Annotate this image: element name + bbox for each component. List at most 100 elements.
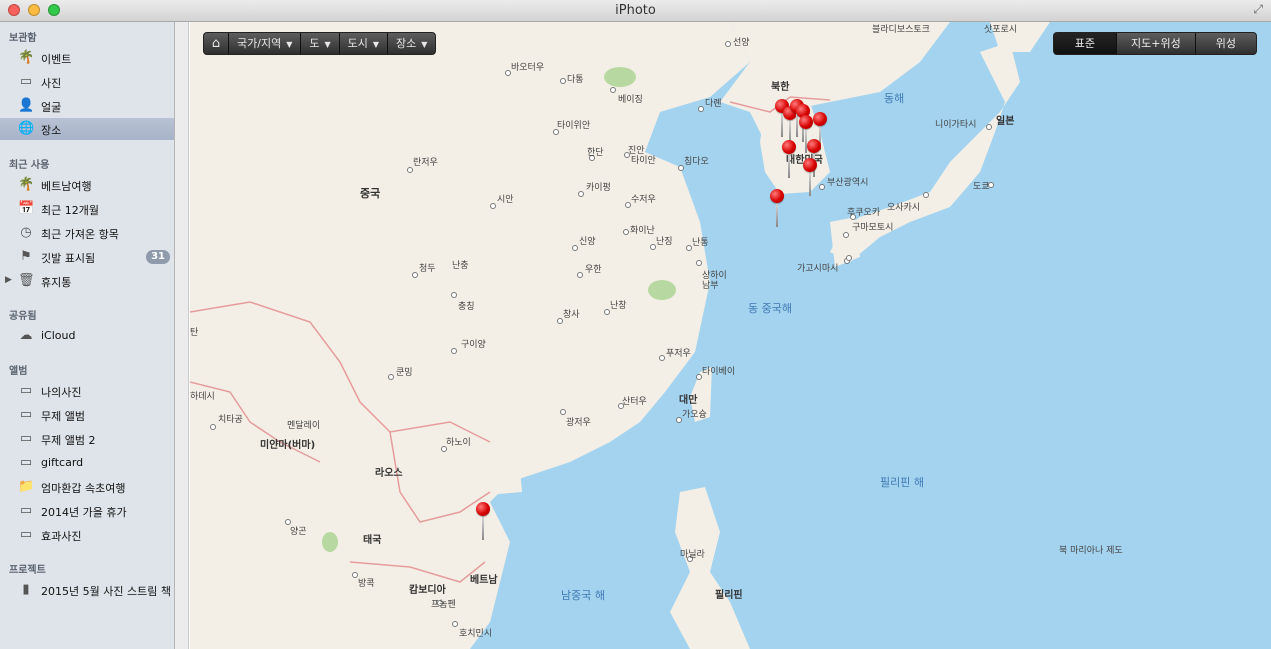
photo-location-pin[interactable]: [770, 189, 784, 229]
sidebar-item-icloud[interactable]: ☁ iCloud: [0, 325, 174, 347]
zoom-window-button[interactable]: [48, 4, 60, 16]
map-label: 치타공: [218, 415, 243, 425]
album-icon: ▭: [19, 383, 33, 398]
sidebar-item-label: 무제 앨범: [41, 410, 85, 423]
home-button[interactable]: ⌂: [204, 33, 228, 54]
map-type-hybrid[interactable]: 지도+위성: [1116, 33, 1195, 54]
border-line: [389, 431, 491, 523]
sidebar-item-album[interactable]: ▭ giftcard: [0, 452, 174, 474]
map-label: 가오슝: [682, 410, 707, 420]
sidebar-item-project[interactable]: ▮ 2015년 5월 사진 스트림 책: [0, 579, 174, 601]
map-label: 화이난: [630, 226, 655, 236]
map-label: 타이위안: [557, 121, 591, 131]
cloud-icon: ☁: [19, 328, 33, 343]
album-icon: ▭: [19, 407, 33, 422]
window-title: iPhoto: [615, 3, 656, 18]
land-hainan: [495, 470, 522, 494]
photo-location-pin[interactable]: [799, 115, 813, 155]
map-label: 한단: [587, 148, 604, 158]
minimize-window-button[interactable]: [28, 4, 40, 16]
city-marker: [687, 556, 693, 562]
photo-icon: ▭: [19, 74, 33, 89]
map-label: 타이안: [631, 156, 656, 166]
globe-icon: 🌐: [18, 121, 35, 136]
breadcrumb-city[interactable]: 도시 ▼: [338, 33, 387, 54]
map-label: 쿤밍: [396, 368, 413, 378]
sidebar-item-flagged[interactable]: ⚑ 깃발 표시됨 31: [0, 246, 174, 268]
map-label: 란저우: [413, 158, 438, 168]
sidebar-item-trash[interactable]: ▶ 🗑 휴지통: [0, 270, 174, 292]
sidebar-item-places[interactable]: 🌐 장소: [0, 118, 174, 140]
photo-location-pin[interactable]: [803, 158, 817, 198]
park-area: [604, 67, 636, 87]
sidebar-item-label: 2014년 가을 휴가: [41, 506, 127, 519]
photo-location-pin[interactable]: [782, 140, 796, 180]
sidebar: 보관함 🌴 이벤트 ▭ 사진 👤 얼굴 🌐 장소 최근 사용 🌴 베트남여행 📅 최근 12…: [0, 22, 175, 649]
library-header: 보관함: [9, 33, 37, 44]
land-mainland: [190, 22, 750, 649]
chevron-down-icon: ▼: [372, 40, 380, 49]
breadcrumb-country[interactable]: 국가/지역 ▼: [228, 33, 300, 54]
photo-location-pin[interactable]: [796, 104, 810, 144]
chevron-down-icon: ▼: [421, 40, 428, 49]
albums-header: 앨범: [9, 366, 28, 377]
sidebar-item-events[interactable]: 🌴 이벤트: [0, 47, 174, 69]
land-hokkaido: [990, 22, 1050, 52]
close-window-button[interactable]: [8, 4, 20, 16]
disclosure-triangle-icon[interactable]: ▶: [5, 275, 12, 285]
map-label: 신양: [579, 237, 596, 247]
folder-icon: 📁: [18, 479, 35, 494]
breadcrumb-province[interactable]: 도 ▼: [300, 33, 338, 54]
map-label: 난창: [610, 301, 627, 311]
city-marker: [285, 519, 291, 525]
city-marker: [572, 245, 578, 251]
map-label: 북한: [771, 82, 790, 93]
city-marker: [678, 165, 684, 171]
sidebar-scrollbar[interactable]: [175, 22, 189, 649]
fullscreen-icon[interactable]: ⤢: [1253, 2, 1263, 16]
map-label: 삿포로시: [984, 25, 1018, 35]
breadcrumb: ⌂ 국가/지역 ▼ 도 ▼ 도시 ▼ 장소 ▼: [203, 32, 437, 55]
shared-header: 공유됨: [9, 311, 37, 322]
map-label: 상하이: [702, 271, 727, 281]
sidebar-item-folder[interactable]: 📁 엄마환갑 속초여행: [0, 476, 174, 498]
sidebar-item-last-import[interactable]: ◷ 최근 가져온 항목: [0, 222, 174, 244]
sidebar-item-faces[interactable]: 👤 얼굴: [0, 95, 174, 117]
map-label: 산터우: [622, 397, 647, 407]
sidebar-item-album[interactable]: ▭ 무제 앨범: [0, 404, 174, 426]
title-bar: iPhoto ⤢: [0, 0, 1271, 22]
sidebar-item-album[interactable]: ▭ 나의사진: [0, 380, 174, 402]
sidebar-item-vietnam-trip[interactable]: 🌴 베트남여행: [0, 174, 174, 196]
map-label: 대만: [679, 395, 698, 406]
city-marker: [625, 202, 631, 208]
sidebar-item-label: 사진: [41, 77, 62, 90]
city-marker: [846, 255, 852, 261]
map-label: 하노이: [446, 438, 471, 448]
map-label: 난통: [692, 238, 709, 248]
city-marker: [412, 272, 418, 278]
map-label: 청두: [419, 264, 436, 274]
photo-location-pin[interactable]: [813, 112, 827, 152]
sidebar-item-album[interactable]: ▭ 무제 앨범 2: [0, 428, 174, 450]
map-label: 동해: [884, 92, 905, 105]
map-label: 난충: [452, 261, 469, 271]
sidebar-item-album[interactable]: ▭ 효과사진: [0, 524, 174, 546]
map-type-satellite[interactable]: 위성: [1194, 33, 1256, 54]
sidebar-item-last-12-months[interactable]: 📅 최근 12개월: [0, 198, 174, 220]
map-view[interactable]: ⌂ 국가/지역 ▼ 도 ▼ 도시 ▼ 장소 ▼ 표준 지도+위성 위성: [190, 22, 1271, 649]
map-label: 선양: [733, 38, 750, 48]
city-marker: [604, 309, 610, 315]
map-label: 미얀마(버마): [260, 440, 316, 451]
sidebar-item-album[interactable]: ▭ 2014년 가을 휴가: [0, 500, 174, 522]
map-label: 후쿠오카: [847, 208, 881, 218]
face-icon: 👤: [18, 98, 35, 113]
map-label: 구마모토시: [852, 223, 894, 233]
map-type-standard[interactable]: 표준: [1053, 33, 1117, 54]
city-marker: [437, 600, 443, 606]
sidebar-item-label: 최근 12개월: [41, 204, 99, 217]
sidebar-item-photos[interactable]: ▭ 사진: [0, 71, 174, 93]
map-label: 태국: [363, 535, 382, 546]
photo-location-pin[interactable]: [476, 502, 490, 542]
sidebar-item-label: 깃발 표시됨: [41, 252, 96, 265]
breadcrumb-place[interactable]: 장소 ▼: [387, 33, 435, 54]
